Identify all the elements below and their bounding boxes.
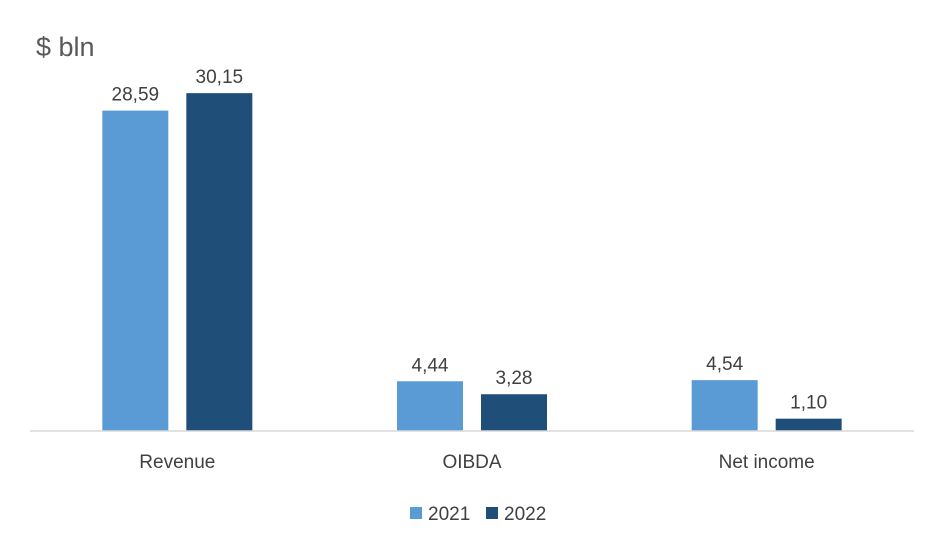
bars-layer xyxy=(102,93,842,432)
legend: 2021 2022 xyxy=(410,504,546,525)
chart-title: $ bln xyxy=(36,32,95,62)
legend-item-2021: 2021 xyxy=(410,504,470,525)
bar-net-income-2021 xyxy=(691,380,758,431)
legend-label-2022: 2022 xyxy=(504,504,546,525)
bar-oibda-2022 xyxy=(481,394,547,431)
data-label-oibda-2022: 3,28 xyxy=(496,368,533,389)
legend-swatch-2022 xyxy=(486,507,498,519)
bar-revenue-2022 xyxy=(186,93,253,431)
data-label-net-income-2021: 4,54 xyxy=(706,354,743,375)
bar-revenue-2021 xyxy=(102,110,169,432)
bar-oibda-2021 xyxy=(397,381,463,431)
category-axis-labels: Revenue OIBDA Net income xyxy=(139,452,814,473)
legend-swatch-2021 xyxy=(410,507,422,519)
tick-label-net-income: Net income xyxy=(719,452,815,473)
data-label-revenue-2022: 30,15 xyxy=(196,67,244,88)
data-label-revenue-2021: 28,59 xyxy=(112,85,160,106)
data-labels-layer: 28,59 30,15 4,44 3,28 4,54 1,10 xyxy=(112,67,828,414)
legend-label-2021: 2021 xyxy=(428,504,470,525)
tick-label-oibda: OIBDA xyxy=(442,452,501,473)
data-label-oibda-2021: 4,44 xyxy=(412,355,449,376)
legend-item-2022: 2022 xyxy=(486,504,546,525)
tick-label-revenue: Revenue xyxy=(139,452,215,473)
bar-net-income-2022 xyxy=(775,418,842,431)
data-label-net-income-2022: 1,10 xyxy=(790,393,827,414)
